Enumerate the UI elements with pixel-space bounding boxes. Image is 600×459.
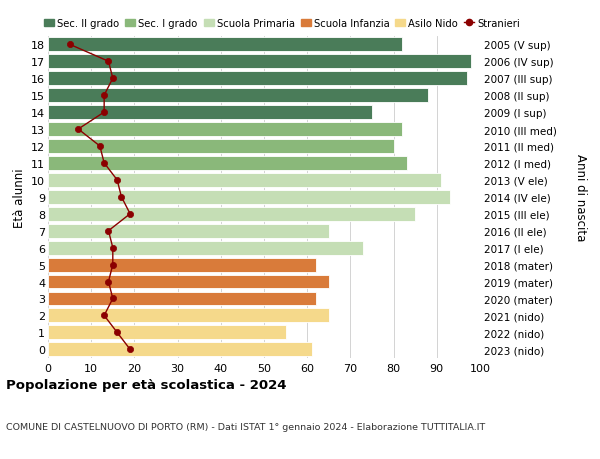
Text: Popolazione per età scolastica - 2024: Popolazione per età scolastica - 2024 xyxy=(6,379,287,392)
Y-axis label: Età alunni: Età alunni xyxy=(13,168,26,227)
Bar xyxy=(48,55,472,69)
Bar xyxy=(48,309,329,323)
Legend: Sec. II grado, Sec. I grado, Scuola Primaria, Scuola Infanzia, Asilo Nido, Stran: Sec. II grado, Sec. I grado, Scuola Prim… xyxy=(44,18,520,28)
Bar xyxy=(48,190,450,204)
Y-axis label: Anni di nascita: Anni di nascita xyxy=(574,154,587,241)
Bar xyxy=(48,207,415,221)
Bar xyxy=(48,241,364,255)
Text: COMUNE DI CASTELNUOVO DI PORTO (RM) - Dati ISTAT 1° gennaio 2024 - Elaborazione : COMUNE DI CASTELNUOVO DI PORTO (RM) - Da… xyxy=(6,422,485,431)
Bar xyxy=(48,140,394,154)
Bar xyxy=(48,157,407,170)
Bar xyxy=(48,224,329,238)
Bar xyxy=(48,292,316,306)
Bar xyxy=(48,342,311,357)
Bar xyxy=(48,258,316,272)
Bar xyxy=(48,123,402,137)
Bar xyxy=(48,38,402,52)
Bar xyxy=(48,174,441,187)
Bar xyxy=(48,106,372,120)
Bar xyxy=(48,72,467,86)
Bar xyxy=(48,326,286,340)
Bar xyxy=(48,275,329,289)
Bar xyxy=(48,89,428,103)
